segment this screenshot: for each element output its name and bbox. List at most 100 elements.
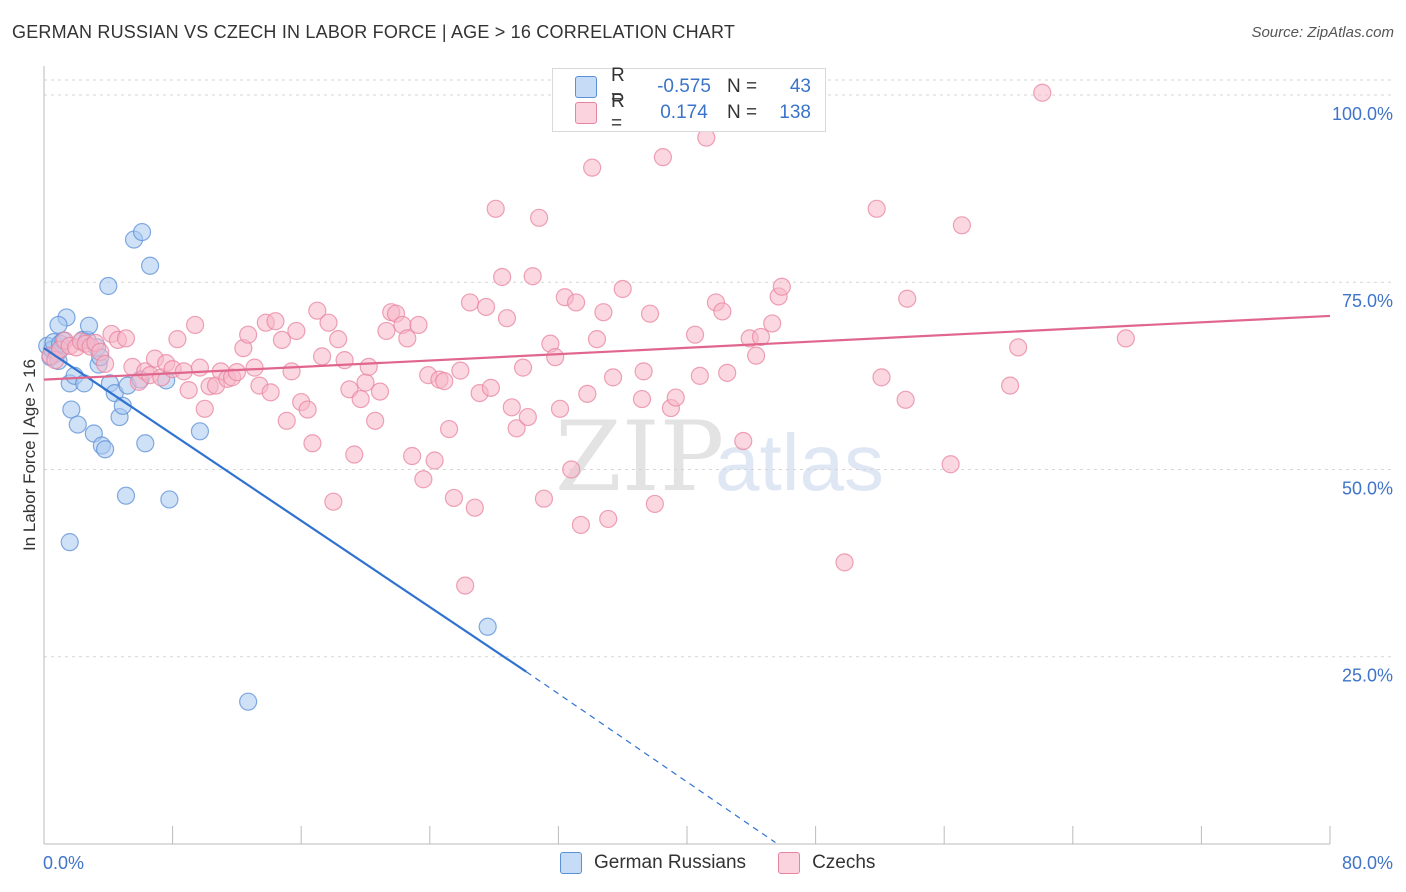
watermark: ZIP atlas: [555, 401, 884, 513]
point-czechs: [571, 515, 591, 535]
correlation-legend: R = -0.575 N = 43 R = 0.174 N = 138: [552, 65, 826, 134]
point-czechs: [751, 327, 771, 347]
point-czechs: [366, 411, 385, 430]
point-czechs: [772, 277, 791, 296]
point-czechs: [941, 455, 960, 474]
series-legend: German Russians Czechs: [560, 852, 907, 874]
watermark-zip: ZIP: [555, 401, 724, 513]
legend-item-german-russians[interactable]: German Russians: [560, 852, 746, 874]
point-czechs: [460, 293, 480, 312]
y-tick-label: 75.0%: [1342, 291, 1393, 311]
point-czechs: [645, 494, 664, 514]
data-points: [38, 83, 1135, 711]
point-czechs: [632, 389, 652, 409]
point-czechs: [534, 489, 554, 508]
point-czechs: [1116, 329, 1135, 348]
point-czechs: [398, 329, 417, 348]
point-czechs: [312, 347, 332, 366]
legend-swatch-german-russians: [575, 76, 597, 98]
point-czechs: [952, 216, 971, 235]
point-czechs: [666, 388, 685, 407]
point-czechs: [653, 148, 672, 167]
point-czechs: [451, 361, 470, 380]
point-czechs: [562, 460, 581, 479]
y-tick-label: 100.0%: [1332, 104, 1393, 124]
point-czechs: [168, 330, 187, 349]
point-czechs: [303, 434, 322, 453]
point-czechs: [486, 199, 505, 218]
legend-n-value: 43: [789, 76, 811, 97]
point-czechs: [599, 509, 618, 529]
point-czechs: [444, 488, 464, 508]
point-czechs: [261, 383, 280, 402]
x-tick-label-max: 80.0%: [1342, 853, 1393, 873]
point-czechs: [465, 498, 484, 517]
trend-line-extension-german-russians: [525, 671, 776, 843]
point-german-russians: [68, 415, 87, 434]
point-czechs: [435, 372, 454, 391]
point-czechs: [523, 267, 542, 286]
point-german-russians: [95, 440, 115, 459]
point-czechs: [566, 293, 586, 312]
point-czechs: [1033, 83, 1052, 102]
point-czechs: [763, 314, 782, 333]
trend-line-czechs: [43, 314, 1331, 381]
legend-r-value: -0.575: [657, 76, 711, 97]
point-czechs: [266, 312, 285, 331]
legend-item-czechs[interactable]: Czechs: [778, 852, 875, 874]
watermark-atlas: atlas: [715, 418, 884, 507]
legend-label-german-russians: German Russians: [594, 852, 747, 873]
trend-lines: [43, 314, 1331, 843]
legend-label-czechs: Czechs: [812, 852, 876, 873]
point-czechs: [867, 199, 886, 218]
point-czechs: [603, 368, 623, 387]
point-czechs: [872, 368, 891, 387]
legend-swatch-czechs: [778, 852, 801, 874]
point-czechs: [690, 366, 709, 385]
chart-title: GERMAN RUSSIAN VS CZECH IN LABOR FORCE |…: [12, 22, 736, 42]
point-czechs: [685, 325, 705, 344]
point-czechs: [497, 309, 517, 328]
point-czechs: [898, 289, 917, 308]
point-czechs: [116, 329, 136, 348]
point-czechs: [319, 313, 338, 332]
point-czechs: [95, 354, 115, 373]
point-czechs: [403, 446, 422, 466]
point-czechs: [502, 398, 521, 417]
x-tick-label-min: 0.0%: [43, 853, 84, 873]
point-czechs: [594, 303, 613, 322]
point-czechs: [476, 297, 496, 317]
point-czechs: [195, 399, 214, 418]
point-czechs: [583, 158, 602, 177]
point-czechs: [550, 399, 570, 418]
legend-r-label: R =: [611, 91, 625, 134]
point-czechs: [425, 451, 444, 470]
legend-row-czechs: R = 0.174 N = 138: [575, 91, 811, 134]
point-czechs: [587, 330, 607, 349]
point-czechs: [481, 378, 500, 397]
point-czechs: [640, 304, 660, 323]
source-label: Source: ZipAtlas.com: [1251, 24, 1394, 41]
point-czechs: [282, 362, 301, 381]
point-czechs: [245, 358, 264, 377]
legend-swatch-czechs: [575, 102, 597, 124]
point-czechs: [578, 384, 597, 403]
point-czechs: [439, 419, 459, 439]
point-czechs: [713, 302, 732, 321]
point-czechs: [287, 321, 306, 341]
point-czechs: [513, 358, 533, 377]
y-tick-label: 25.0%: [1342, 666, 1393, 686]
point-czechs: [190, 358, 210, 377]
point-czechs: [239, 325, 258, 344]
point-czechs: [896, 390, 915, 409]
legend-r-label: R =: [611, 65, 625, 108]
point-czechs: [835, 553, 854, 572]
point-czechs: [414, 470, 433, 489]
point-czechs: [345, 445, 364, 464]
point-german-russians: [49, 315, 68, 335]
point-czechs: [409, 315, 428, 335]
point-german-russians: [60, 533, 79, 552]
legend-swatch-german-russians: [560, 852, 582, 874]
point-czechs: [493, 267, 512, 287]
